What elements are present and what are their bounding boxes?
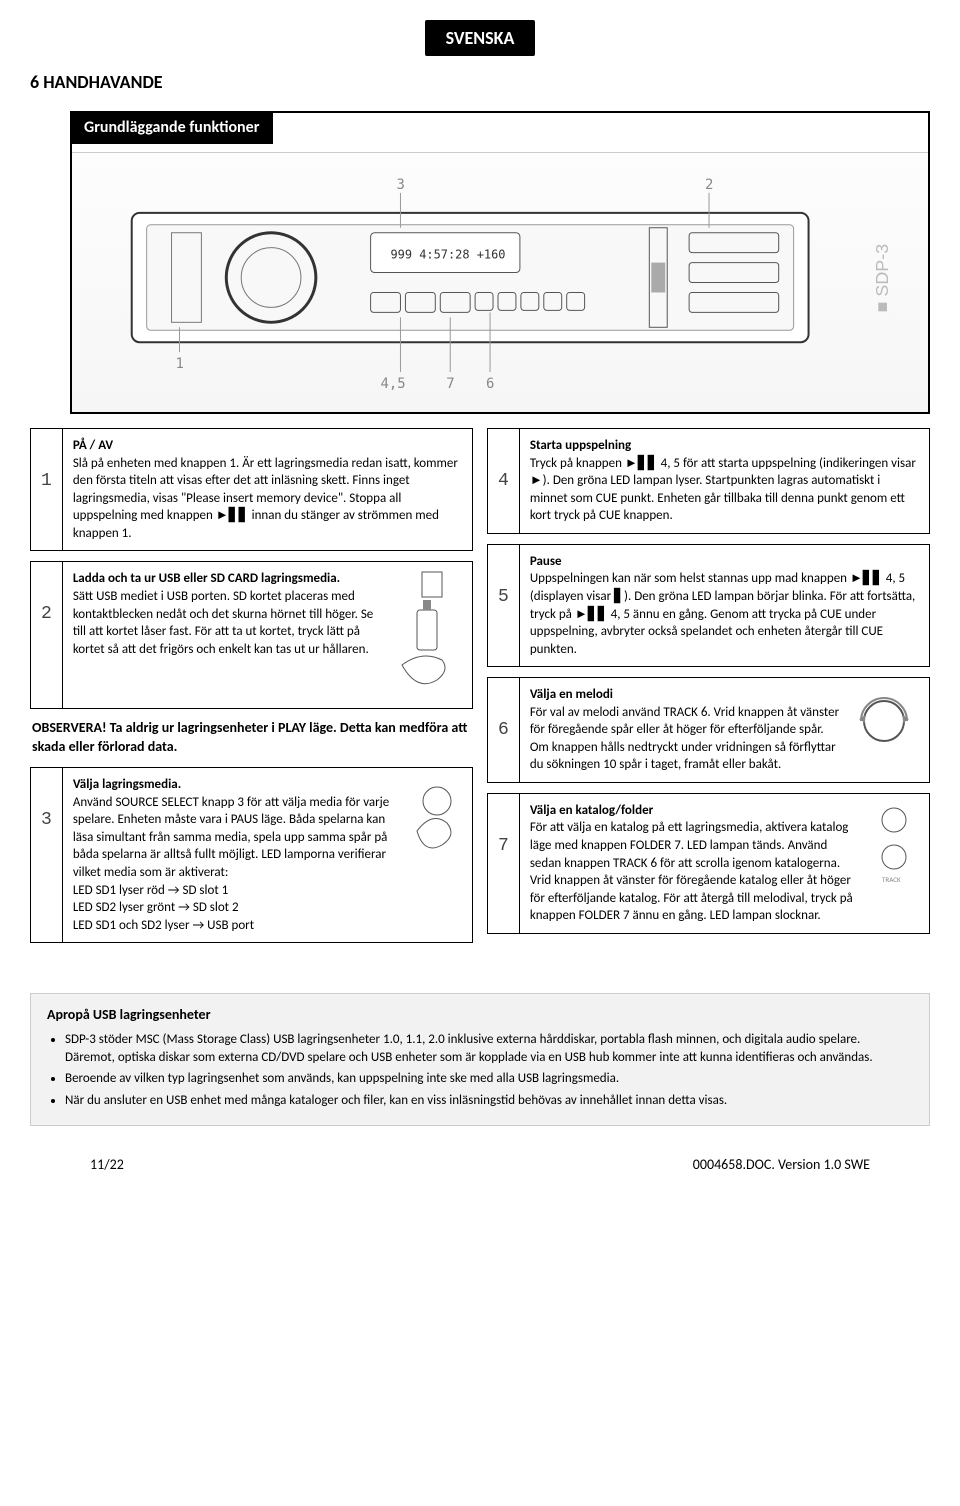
device-svg: 999 4:57:28 +160 <box>72 153 928 412</box>
step-body-1: Slå på enheten med knappen 1. Är ett lag… <box>73 456 458 541</box>
svg-text:3: 3 <box>396 177 404 193</box>
step-number-5: 5 <box>488 544 520 666</box>
section-heading: 6 HANDHAVANDE <box>30 70 930 94</box>
step-body-6: För val av melodi använd TRACK 6. Vrid k… <box>530 705 839 773</box>
table-row-3: 3 Välja lagringsmedia. Använd SOURCE SEL… <box>30 767 473 943</box>
step-title-5: Pause <box>530 554 562 569</box>
usb-box-title: Apropå USB lagringsenheter <box>47 1006 913 1025</box>
step-number-1: 1 <box>31 429 63 551</box>
svg-text:4,5: 4,5 <box>381 376 406 392</box>
step-body-4: Tryck på knappen ►▋▋ 4, 5 för att starta… <box>530 456 916 524</box>
svg-text:■ SDP-3: ■ SDP-3 <box>872 244 892 313</box>
step-title-1: PÅ / AV <box>73 438 113 453</box>
page-footer: 11/22 0004658.DOC. Version 1.0 SWE <box>30 1156 930 1175</box>
svg-text:2: 2 <box>705 177 713 193</box>
device-diagram: 999 4:57:28 +160 <box>72 152 928 412</box>
svg-text:999 4:57:28 +160: 999 4:57:28 +160 <box>391 248 506 262</box>
step-number-4: 4 <box>488 429 520 534</box>
step-number-6: 6 <box>488 678 520 783</box>
table-row-6: 6 Välja en melodi För val av melodi anvä… <box>487 677 930 783</box>
subsection-heading: Grundläggande funktioner <box>70 111 273 145</box>
table-row-4: 4 Starta uppspelning Tryck på knappen ►▋… <box>487 428 930 534</box>
step-number-3: 3 <box>31 768 63 943</box>
warning-note: OBSERVERA! Ta aldrig ur lagringsenheter … <box>32 719 471 757</box>
svg-text:1: 1 <box>176 356 184 372</box>
step-number-7: 7 <box>488 793 520 933</box>
usb-item-2: Beroende av vilken typ lagringsenhet som… <box>65 1070 913 1088</box>
table-row-1: 1 PÅ / AV Slå på enheten med knappen 1. … <box>30 428 473 551</box>
step-body-7: För att välja en katalog på ett lagrings… <box>530 820 853 923</box>
step-body-3: Använd SOURCE SELECT knapp 3 för att väl… <box>73 795 389 933</box>
step-number-2: 2 <box>31 562 63 709</box>
doc-id: 0004658.DOC. Version 1.0 SWE <box>693 1156 870 1175</box>
step-title-3: Välja lagringsmedia. <box>73 777 181 792</box>
page-number: 11/22 <box>90 1156 124 1175</box>
step-title-2: Ladda och ta ur USB eller SD CARD lagrin… <box>73 571 340 586</box>
right-column: 4 Starta uppspelning Tryck på knappen ►▋… <box>487 428 930 953</box>
step-title-4: Starta uppspelning <box>530 438 631 453</box>
knob-rotate-illustration <box>849 686 919 756</box>
step-title-7: Välja en katalog/folder <box>530 803 653 818</box>
svg-text:7: 7 <box>446 376 454 392</box>
finger-press-illustration <box>402 776 462 856</box>
subsection-frame: Grundläggande funktioner 999 4:57:28 +16… <box>70 111 930 415</box>
table-row-7: 7 Välja en katalog/folder För att välja … <box>487 793 930 934</box>
step-body-5: Uppspelningen kan när som helst stannas … <box>530 571 916 656</box>
left-column: 1 PÅ / AV Slå på enheten med knappen 1. … <box>30 428 473 953</box>
svg-text:6: 6 <box>486 376 494 392</box>
step-title-6: Välja en melodi <box>530 687 613 702</box>
table-row-5: 5 Pause Uppspelningen kan när som helst … <box>487 544 930 667</box>
language-badge: SVENSKA <box>425 20 535 56</box>
usb-item-1: SDP-3 stöder MSC (Mass Storage Class) US… <box>65 1031 913 1066</box>
table-row-2: 2 Ladda och ta ur USB eller SD CARD lagr… <box>30 561 473 709</box>
usb-item-3: När du ansluter en USB enhet med många k… <box>65 1092 913 1110</box>
usb-sd-illustration <box>392 570 462 700</box>
usb-info-box: Apropå USB lagringsenheter SDP-3 stöder … <box>30 993 930 1126</box>
svg-text:TRACK: TRACK <box>882 875 901 884</box>
step-body-2: Sätt USB mediet i USB porten. SD kortet … <box>73 589 373 657</box>
folder-track-illustration: TRACK <box>869 802 919 892</box>
